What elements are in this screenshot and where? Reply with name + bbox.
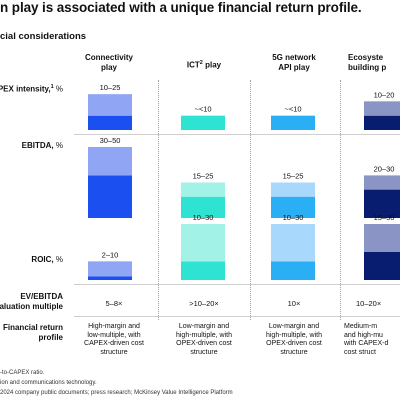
column-header-5g-api: 5G network API play xyxy=(272,53,316,72)
row-label-ev-ebitda: EV/EBITDA aluation multiple xyxy=(0,292,63,311)
bar-label-roic-ict: 10–30 xyxy=(193,213,214,222)
column-divider-1 xyxy=(158,80,159,320)
bar-capex-5g-api-range xyxy=(271,115,315,130)
bar-roic-connectivity-range xyxy=(88,261,132,277)
bar-ebitda-ict-range xyxy=(181,182,225,197)
bar-label-capex-ict: ~<10 xyxy=(194,105,211,114)
bar-roic-connectivity-low xyxy=(88,276,132,280)
separator-roic-ev xyxy=(74,284,400,285)
row-label-roic: ROIC, % xyxy=(31,255,63,264)
row-label-ebitda: EBITDA, % xyxy=(21,141,63,150)
ev-value-5g-api: 10× xyxy=(287,299,301,308)
profile-ict: Low-margin and high-multiple, with OPEX-dr… xyxy=(175,323,233,356)
bar-label-roic-5g-api: 10–30 xyxy=(283,213,304,222)
bar-label-roic-connectivity: 2–10 xyxy=(102,250,119,259)
chart-subtitle: cial considerations xyxy=(0,31,87,42)
bar-ebitda-ict-low xyxy=(181,196,225,218)
bar-ebitda-5g-api-range xyxy=(271,182,315,197)
row-label-financial-profile: Financial return profile xyxy=(2,323,63,342)
column-header-ecosystem: Ecosyste building p xyxy=(348,53,387,72)
separator-capex-ebitda xyxy=(74,134,400,135)
column-header-connectivity: Connectivity play xyxy=(84,53,133,72)
profile-5g-api: Low-margin and high-multiple, with OPEX-dr… xyxy=(265,323,323,356)
ev-value-connectivity: 5–8× xyxy=(105,299,123,308)
profile-connectivity: High-margin and low-multiple, with CAPEX-d… xyxy=(84,323,144,356)
ev-value-ict: >10–20× xyxy=(189,299,219,308)
bar-roic-ecosystem-range xyxy=(364,224,400,252)
bar-label-ebitda-connectivity: 30–50 xyxy=(100,136,121,145)
bar-capex-ecosystem-low xyxy=(364,115,400,130)
bar-ebitda-ecosystem-low xyxy=(364,189,400,218)
row-label-capex: APEX intensity,1 % xyxy=(0,84,63,94)
bar-roic-ict-low xyxy=(181,261,225,280)
bar-ebitda-5g-api-low xyxy=(271,196,315,218)
bar-label-ebitda-ecosystem: 20–30 xyxy=(374,164,395,173)
bar-capex-ecosystem-range xyxy=(364,101,400,116)
separator-ev-profile xyxy=(74,316,400,317)
bar-label-roic-ecosystem: 15–30 xyxy=(374,213,395,222)
bar-ebitda-connectivity-range xyxy=(88,147,132,176)
profile-ecosystem: Medium-m and high-mu with CAPEX-d cost stru… xyxy=(344,323,389,356)
bar-label-ebitda-5g-api: 15–25 xyxy=(283,172,304,181)
bar-roic-5g-api-range xyxy=(271,224,315,262)
column-divider-3 xyxy=(340,80,341,320)
bar-label-capex-5g-api: ~<10 xyxy=(284,105,301,114)
column-divider-2 xyxy=(250,80,251,320)
bar-label-capex-ecosystem: 10–20 xyxy=(374,90,395,99)
footnote-1: -to-CAPEX ratio. xyxy=(0,370,45,376)
bar-roic-ict-range xyxy=(181,224,225,262)
column-header-ict: ICT2 play xyxy=(186,60,222,70)
bar-capex-connectivity-low xyxy=(88,115,132,130)
bar-roic-5g-api-low xyxy=(271,261,315,280)
bar-label-capex-connectivity: 10–25 xyxy=(100,83,121,92)
footnote-3: 2024 company public documents; press res… xyxy=(0,390,233,396)
chart-title: n play is associated with a unique finan… xyxy=(0,0,362,15)
bar-capex-connectivity-range xyxy=(88,94,132,116)
bar-label-ebitda-ict: 15–25 xyxy=(193,172,214,181)
ev-value-ecosystem: 10–20× xyxy=(356,299,382,308)
bar-capex-ict-range xyxy=(181,115,225,130)
bar-roic-ecosystem-low xyxy=(364,252,400,280)
bar-ebitda-connectivity-low xyxy=(88,175,132,218)
footnote-2: ion and communications technology. xyxy=(0,380,97,386)
bar-ebitda-ecosystem-range xyxy=(364,175,400,190)
